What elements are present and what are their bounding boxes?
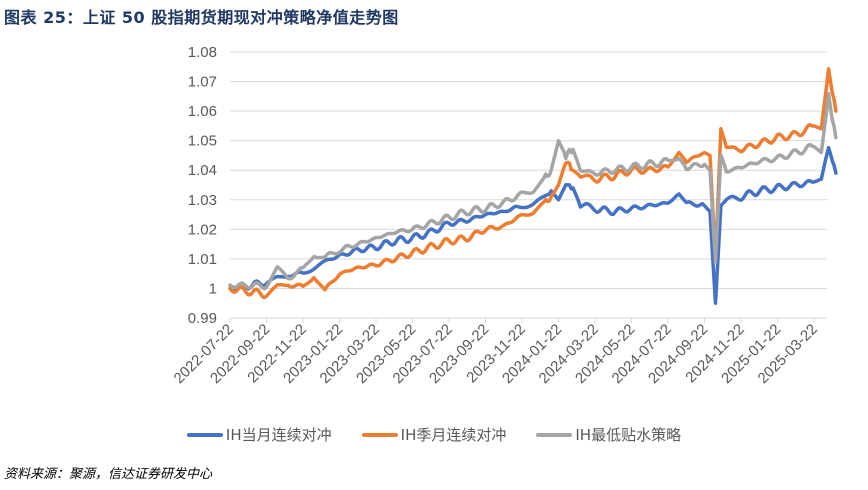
legend-label: IH最低贴水策略 bbox=[575, 426, 682, 444]
legend-label: IH当月连续对冲 bbox=[225, 426, 332, 444]
y-tick-label: 1.06 bbox=[188, 103, 217, 120]
chart-title: 图表 25：上证 50 股指期货期现对冲策略净值走势图 bbox=[4, 8, 399, 27]
legend-swatch-gray-icon bbox=[536, 432, 573, 437]
line-chart: 1.08 1.07 1.06 1.05 1.04 1.03 1.02 1.01 1 0.99 20… bbox=[171, 44, 838, 387]
legend-item-ih-quarter-month: IH季月连续对冲 bbox=[361, 424, 507, 445]
series-line bbox=[228, 67, 838, 300]
source-note: 资料来源：聚源，信达证券研发中心 bbox=[4, 467, 213, 482]
y-tick-label: 1.01 bbox=[188, 251, 217, 268]
y-tick-label: 1.07 bbox=[188, 74, 217, 91]
chart-legend: IH当月连续对冲 IH季月连续对冲 IH最低贴水策略 bbox=[0, 424, 868, 445]
series-line bbox=[228, 92, 838, 291]
gridlines bbox=[230, 51, 827, 319]
y-tick-label: 1.04 bbox=[188, 162, 217, 179]
series-line bbox=[228, 145, 838, 305]
x-axis: 2022-07-222022-09-222022-11-222023-01-22… bbox=[171, 318, 821, 387]
y-tick-label: 1.03 bbox=[188, 192, 217, 209]
legend-swatch-orange-icon bbox=[361, 432, 398, 437]
series-lines bbox=[228, 67, 838, 305]
y-axis-ticks: 1.08 1.07 1.06 1.05 1.04 1.03 1.02 1.01 1 0.99 bbox=[188, 44, 217, 327]
legend-swatch-blue-icon bbox=[186, 432, 223, 437]
legend-label: IH季月连续对冲 bbox=[400, 426, 507, 444]
y-tick-label: 1.02 bbox=[188, 221, 217, 238]
y-tick-label: 1.08 bbox=[188, 44, 217, 61]
y-tick-label: 1 bbox=[209, 280, 217, 297]
y-tick-label: 0.99 bbox=[188, 310, 217, 327]
legend-item-ih-min-discount: IH最低贴水策略 bbox=[536, 424, 681, 445]
y-tick-label: 1.05 bbox=[188, 133, 217, 150]
legend-item-ih-current-month: IH当月连续对冲 bbox=[186, 424, 332, 445]
